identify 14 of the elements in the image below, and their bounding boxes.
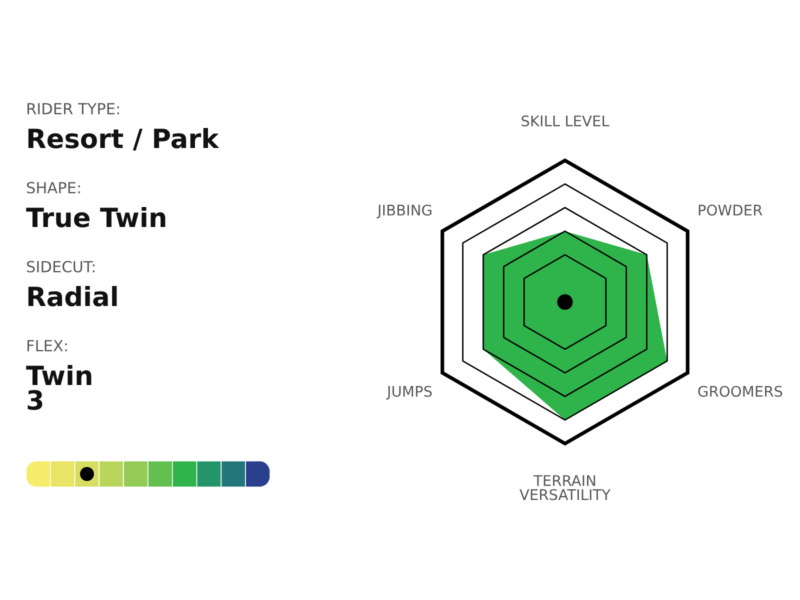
spoke-label: JIBBING xyxy=(376,204,432,218)
text: Twin 3 xyxy=(26,365,92,410)
text: Radial xyxy=(28,286,117,306)
text: RIDER TYPE: xyxy=(28,103,119,114)
text: True Twin xyxy=(26,207,166,228)
spoke-label: SKILL LEVEL xyxy=(522,115,610,126)
text: Resort / Park xyxy=(28,128,220,150)
spoke-label: TERRAIN VERSATILITY xyxy=(520,475,611,500)
spoke-label: POWDER xyxy=(698,204,762,216)
spoke-label: GROOMERS xyxy=(698,386,782,397)
text: SIDECUT: xyxy=(27,260,94,272)
spoke-label: JUMPS xyxy=(386,386,432,400)
text: SHAPE: xyxy=(27,182,80,194)
text: FLEX: xyxy=(28,340,67,352)
